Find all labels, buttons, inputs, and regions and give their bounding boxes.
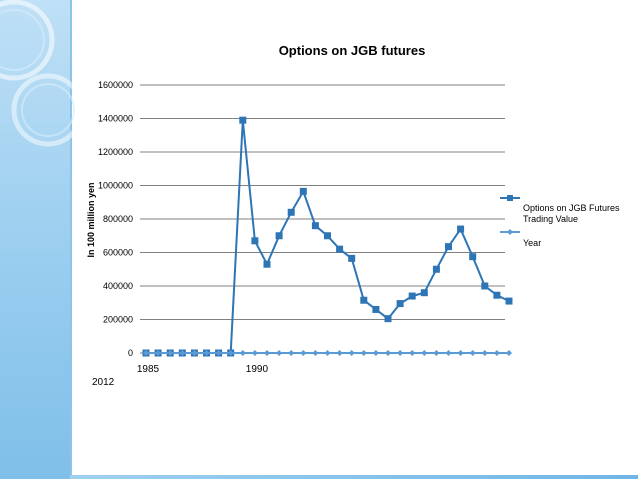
data-point [191, 350, 198, 356]
chart-title: Options on JGB futures [279, 43, 426, 58]
data-point [179, 350, 186, 356]
data-point [396, 300, 404, 308]
data-point [263, 260, 271, 268]
y-tick-label: 400000 [103, 281, 133, 291]
data-point [493, 350, 500, 356]
data-point [276, 350, 283, 356]
data-point [167, 350, 174, 356]
data-point [372, 305, 380, 313]
decorative-bottom-band [70, 475, 638, 479]
data-point [227, 350, 234, 356]
y-tick-label: 1400000 [98, 114, 133, 124]
data-point [143, 350, 149, 356]
y-axis-label: In 100 million yen [86, 182, 96, 257]
y-tick-label: 0 [128, 348, 133, 358]
data-point [203, 350, 210, 356]
data-point [505, 297, 513, 305]
data-point [421, 350, 428, 356]
x-tick-label: 1990 [246, 364, 269, 375]
x-tick-label: 1985 [137, 364, 160, 375]
legend: Options on JGB Futures Trading Value Yea… [500, 195, 620, 248]
extra-year-label: 2012 [92, 377, 115, 388]
data-point [155, 350, 162, 356]
y-tick-labels: 0 200000 400000 600000 800000 1000000 1200000 1… [98, 80, 133, 358]
data-point [445, 243, 452, 251]
y-tick-label: 200000 [103, 315, 133, 325]
data-point [324, 350, 331, 356]
data-point [397, 350, 404, 356]
data-point [239, 116, 247, 124]
data-point [457, 225, 465, 233]
series-1 [142, 116, 513, 357]
legend-text-line-1: Options on JGB Futures [523, 203, 620, 213]
data-point [360, 350, 367, 356]
y-tick-label: 600000 [103, 248, 133, 258]
data-point [493, 291, 501, 299]
data-point [384, 315, 392, 323]
x-tick-labels: 1985 1990 [137, 364, 269, 375]
data-point [324, 232, 331, 240]
data-point [432, 265, 440, 273]
data-point [506, 350, 512, 356]
data-point [215, 350, 222, 356]
data-point [457, 350, 464, 356]
data-point [288, 350, 295, 356]
data-point [251, 237, 259, 245]
decorative-rings [0, 0, 85, 147]
data-point [287, 208, 295, 216]
data-point [264, 350, 270, 356]
data-point [336, 245, 344, 253]
data-point [311, 222, 319, 230]
data-point [433, 350, 440, 356]
data-point [409, 350, 416, 356]
grid [140, 84, 505, 354]
data-point [420, 289, 428, 297]
data-point [372, 350, 379, 356]
data-point [469, 253, 477, 261]
data-point [251, 350, 258, 356]
legend-text-line-2: Trading Value [523, 214, 578, 224]
legend-marker-series-2 [507, 229, 513, 235]
series-2 [143, 350, 512, 356]
legend-marker-series-1 [507, 195, 513, 201]
data-point [360, 296, 368, 304]
data-point [348, 350, 355, 356]
y-tick-label: 1200000 [98, 147, 133, 157]
data-point [312, 350, 319, 356]
data-point [300, 350, 307, 356]
data-point [481, 282, 489, 290]
data-point [299, 187, 307, 195]
data-point [348, 254, 356, 262]
y-tick-label: 1000000 [98, 181, 133, 191]
data-point [408, 292, 416, 300]
data-point [239, 350, 246, 356]
y-tick-label: 1600000 [98, 80, 133, 90]
data-point [275, 232, 283, 240]
data-point [385, 350, 391, 356]
data-point [445, 350, 452, 356]
series [142, 116, 513, 357]
data-point [469, 350, 476, 356]
data-point [481, 350, 488, 356]
y-tick-label: 800000 [103, 214, 133, 224]
data-point [336, 350, 343, 356]
legend-text-line-3: Year [523, 238, 541, 248]
